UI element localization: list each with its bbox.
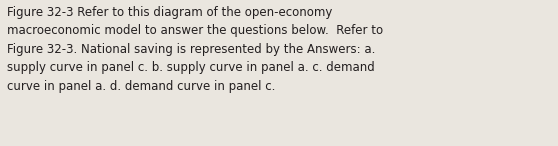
Text: Figure 32-3 Refer to this diagram of the open-economy
macroeconomic model to ans: Figure 32-3 Refer to this diagram of the… [7,6,383,93]
